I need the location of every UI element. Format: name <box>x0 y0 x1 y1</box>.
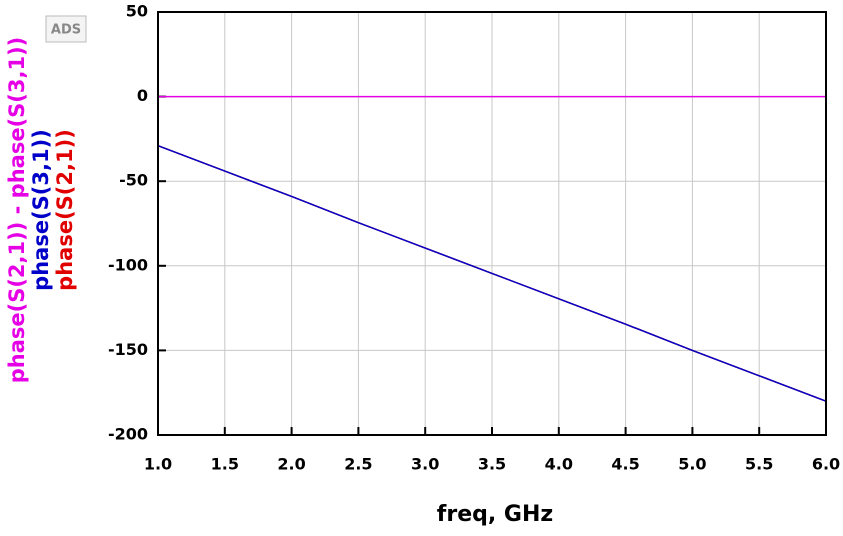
logo: ADS <box>51 23 81 38</box>
y-tick-label: 0 <box>137 86 148 105</box>
x-tick-label: 6.0 <box>812 455 840 474</box>
x-tick-label: 5.0 <box>678 455 706 474</box>
x-tick-label: 4.5 <box>611 455 639 474</box>
logo-box <box>45 15 87 43</box>
x-tick-label: 3.5 <box>478 455 506 474</box>
legend-label: phase(S(2,1)) <box>53 129 77 291</box>
legend-label: phase(S(2,1)) - phase(S(3,1)) <box>5 37 29 384</box>
x-axis-label: freq, GHz <box>437 502 553 527</box>
y-tick-label: 50 <box>126 2 148 21</box>
x-tick-label: 1.0 <box>144 455 172 474</box>
x-tick-label: 1.5 <box>211 455 239 474</box>
legend-label: phase(S(3,1)) <box>29 129 53 291</box>
x-tick-label: 2.0 <box>277 455 305 474</box>
y-tick-label: -150 <box>108 340 148 359</box>
x-tick-label: 3.0 <box>411 455 439 474</box>
y-tick-label: -50 <box>119 171 148 190</box>
x-tick-label: 4.0 <box>545 455 573 474</box>
plot-frame <box>157 11 827 436</box>
series-line <box>157 144 827 402</box>
x-tick-label: 2.5 <box>344 455 372 474</box>
x-tick-label: 5.5 <box>745 455 773 474</box>
y-tick-label: -100 <box>108 255 148 274</box>
y-tick-label: -200 <box>108 425 148 444</box>
